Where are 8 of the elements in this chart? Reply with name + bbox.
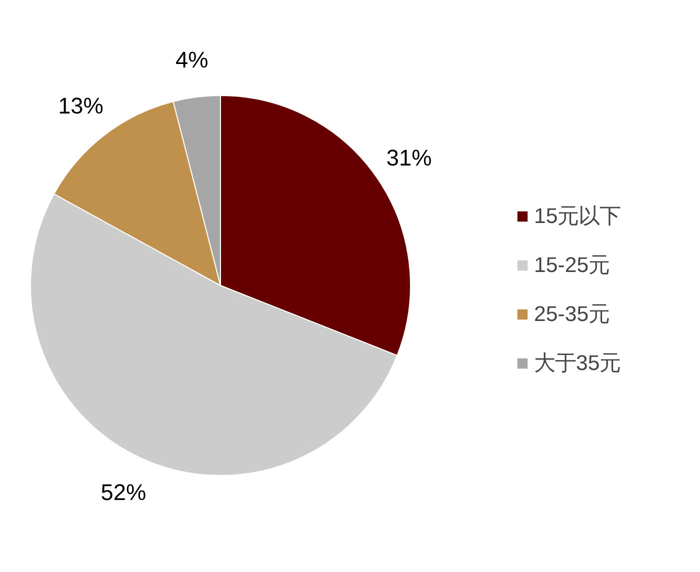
- data-label: 52%: [100, 478, 146, 505]
- data-label: 4%: [176, 46, 208, 72]
- legend-label: 15-25元: [534, 252, 610, 279]
- legend-label: 25-35元: [534, 301, 610, 328]
- legend-label: 大于35元: [534, 350, 621, 377]
- data-label: 13%: [58, 92, 104, 118]
- data-label: 31%: [386, 144, 432, 170]
- legend-label: 15元以下: [534, 203, 621, 230]
